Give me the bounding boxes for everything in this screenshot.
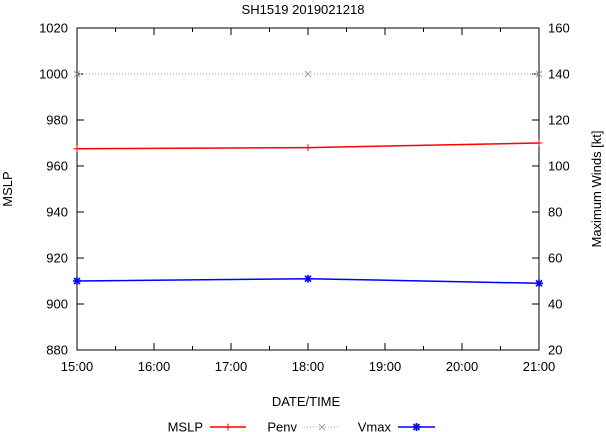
legend-label-mslp: MSLP xyxy=(168,420,203,432)
series-point-vmax xyxy=(535,279,543,288)
legend-marker-mslp xyxy=(224,423,232,431)
x-tick-label: 19:00 xyxy=(369,359,402,374)
chart-title: SH1519 2019021218 xyxy=(242,2,365,17)
plot-frame xyxy=(76,27,540,351)
y-tick-label: 920 xyxy=(46,251,68,266)
y-axis-ticks: 880 900 920 940 960 980 1000 1020 xyxy=(39,21,539,358)
y2-tick-label: 60 xyxy=(548,251,562,266)
y2-tick-label: 100 xyxy=(548,159,570,174)
series-point-mslp xyxy=(535,139,543,147)
y2-tick-label: 140 xyxy=(548,67,570,82)
y-tick-label: 980 xyxy=(46,113,68,128)
series-point-mslp xyxy=(73,145,81,153)
series-point-vmax xyxy=(304,274,312,283)
x-tick-label: 16:00 xyxy=(138,359,171,374)
series-point-mslp xyxy=(304,144,312,152)
y-tick-label: 1000 xyxy=(39,67,68,82)
x-axis-label: DATE/TIME xyxy=(272,394,341,409)
series-point-penv xyxy=(73,70,81,78)
series-point-penv xyxy=(535,70,543,78)
legend-label-penv: Penv xyxy=(267,420,297,432)
legend: MSLP Penv Vmax xyxy=(168,420,435,432)
y-tick-label: 880 xyxy=(46,343,68,358)
y-tick-label: 960 xyxy=(46,159,68,174)
legend-label-vmax: Vmax xyxy=(358,420,392,432)
x-tick-label: 17:00 xyxy=(215,359,248,374)
y2-tick-label: 20 xyxy=(548,343,562,358)
series-group xyxy=(73,70,543,288)
legend-marker-vmax xyxy=(412,423,421,431)
y2-axis-ticks: 20 40 60 80 100 120 140 160 xyxy=(532,21,570,358)
x-tick-label: 21:00 xyxy=(523,359,556,374)
x-tick-label: 18:00 xyxy=(292,359,325,374)
legend-marker-penv xyxy=(318,423,326,431)
y2-tick-label: 40 xyxy=(548,297,562,312)
y2-tick-label: 80 xyxy=(548,205,562,220)
y-tick-label: 940 xyxy=(46,205,68,220)
x-tick-label: 15:00 xyxy=(61,359,94,374)
x-axis-ticks: 15:00 16:00 17:00 18:00 19:00 20:00 21:00 xyxy=(61,28,556,374)
y-axis-label: MSLP xyxy=(0,171,15,206)
y-tick-label: 900 xyxy=(46,297,68,312)
y-tick-label: 1020 xyxy=(39,21,68,36)
series-point-penv xyxy=(304,70,312,78)
x-tick-label: 20:00 xyxy=(446,359,479,374)
y2-tick-label: 160 xyxy=(548,21,570,36)
y2-axis-label: Maximum Winds [kt] xyxy=(589,130,604,247)
y2-tick-label: 120 xyxy=(548,113,570,128)
series-point-vmax xyxy=(73,277,81,285)
